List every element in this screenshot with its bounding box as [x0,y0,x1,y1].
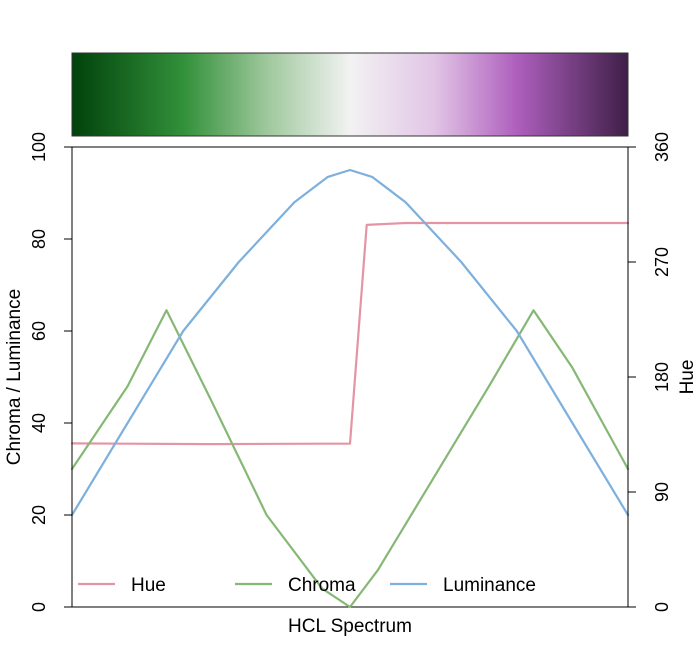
x-axis-title: HCL Spectrum [288,616,412,637]
right-tick-label: 270 [652,247,672,277]
right-tick-label: 0 [652,602,672,612]
legend-label-luminance: Luminance [443,575,536,596]
y-axis-title-left: Chroma / Luminance [4,289,25,465]
right-tick-label: 90 [652,482,672,502]
series-lines [70,168,630,609]
colorbar [71,52,629,137]
left-tick-label: 40 [29,413,49,433]
left-tick-label: 80 [29,229,49,249]
left-tick-label: 100 [29,132,49,162]
left-axis: 0 20 40 60 80 100 [29,132,73,612]
series-line-hue [70,221,630,446]
right-tick-label: 360 [652,132,672,162]
left-tick-label: 60 [29,321,49,341]
series-line-luminance [70,168,630,517]
legend-label-hue: Hue [131,575,166,596]
legend: Hue Chroma Luminance [78,575,536,596]
legend-label-chroma: Chroma [288,575,356,596]
left-tick-label: 0 [29,602,49,612]
right-tick-label: 180 [652,362,672,392]
series-line-chroma [70,309,630,609]
y-axis-title-right: Hue [677,360,698,395]
left-tick-label: 20 [29,505,49,525]
right-axis: 0 90 180 270 360 [627,132,672,612]
